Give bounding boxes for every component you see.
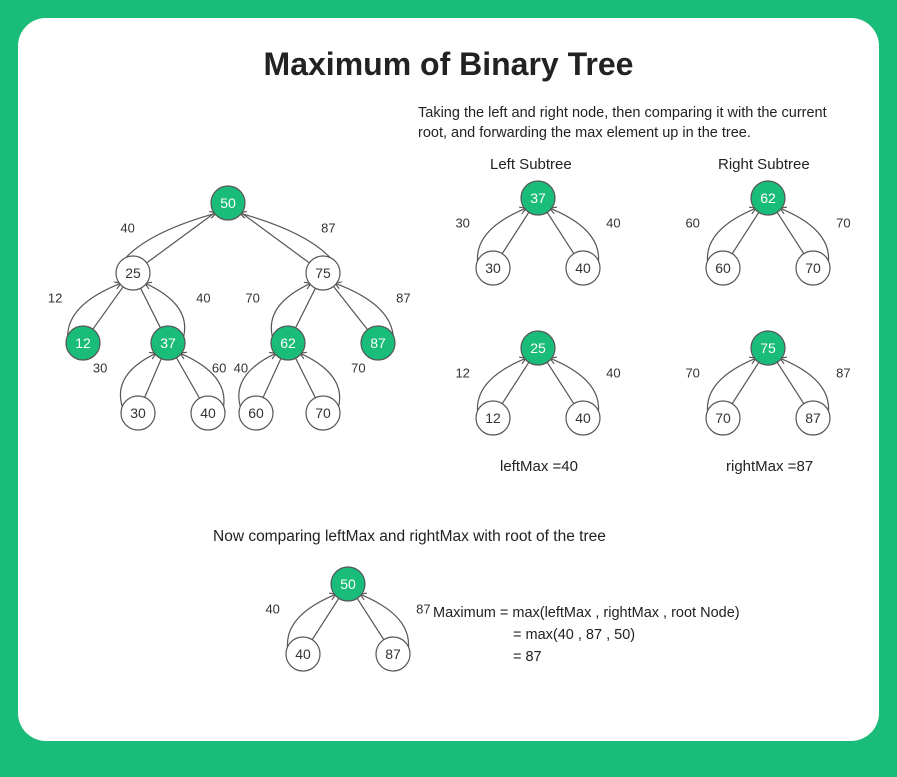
node-label: 37 [160, 335, 176, 351]
node-label: 75 [760, 340, 776, 356]
small-tree-right-sub: 60 70 62 60 70 [688, 178, 848, 298]
node-label: 70 [715, 410, 731, 426]
small-tree-svg: 12 40 25 12 40 [458, 328, 618, 448]
node-label: 40 [200, 405, 216, 421]
tree-edge [296, 288, 316, 328]
small-tree-svg: 30 40 37 30 40 [458, 178, 618, 298]
small-tree-left-sub: 30 40 37 30 40 [458, 178, 618, 298]
small-tree-right-75: 70 87 75 70 87 [688, 328, 848, 448]
tree-edge [263, 358, 281, 397]
arrow-label: 40 [234, 361, 248, 376]
node-label: 62 [760, 190, 776, 206]
small-tree-left-25: 12 40 25 12 40 [458, 328, 618, 448]
arrow-label: 87 [396, 291, 410, 306]
arrow-label: 12 [455, 366, 469, 381]
arrow-label: 60 [212, 361, 226, 376]
max-calculation: Maximum = max(leftMax , rightMax , root … [433, 603, 740, 668]
main-tree: 40 87 12 40 70 87 30 40 60 70 50 25 75 12 37 62 87 30 40 60… [38, 173, 418, 453]
tree-edge [176, 358, 199, 398]
node-label: 70 [315, 405, 331, 421]
tree-edge [141, 288, 161, 328]
arrow-label: 30 [93, 361, 107, 376]
node-label: 87 [385, 646, 401, 662]
page-title: Maximum of Binary Tree [18, 18, 879, 83]
arrow-label: 70 [351, 361, 365, 376]
small-tree-svg: 70 87 75 70 87 [688, 328, 848, 448]
arrow-label: 87 [836, 366, 850, 381]
tree-edge [334, 286, 368, 329]
arrow-label: 87 [416, 602, 430, 617]
arrow-label: 60 [685, 216, 699, 231]
node-label: 60 [715, 260, 731, 276]
node-label: 50 [340, 576, 356, 592]
arrow-label: 40 [265, 602, 279, 617]
small-tree-final-50: 40 87 50 40 87 [268, 564, 428, 684]
small-tree-svg: 40 87 50 40 87 [268, 564, 428, 684]
description-text: Taking the left and right node, then com… [418, 104, 858, 143]
tree-edge [147, 213, 215, 263]
tree-edge [145, 359, 162, 398]
node-label: 25 [530, 340, 546, 356]
rightmax-text: rightMax =87 [726, 458, 813, 475]
tree-edge [93, 287, 123, 329]
arrow-label: 30 [455, 216, 469, 231]
node-label: 62 [280, 335, 296, 351]
arrow-label: 40 [196, 291, 210, 306]
arrow-label: 40 [606, 366, 620, 381]
arrow-label: 40 [606, 216, 620, 231]
max-line-3: = 87 [433, 647, 740, 669]
node-label: 25 [125, 265, 141, 281]
node-label: 12 [75, 335, 91, 351]
tree-edge [242, 213, 310, 263]
arrow-label: 70 [836, 216, 850, 231]
max-line-1: Maximum = max(leftMax , rightMax , root … [433, 603, 740, 625]
node-label: 75 [315, 265, 331, 281]
left-subtree-label: Left Subtree [490, 156, 572, 173]
node-label: 87 [370, 335, 386, 351]
node-label: 50 [220, 195, 236, 211]
arrow-label: 87 [321, 221, 335, 236]
node-label: 70 [805, 260, 821, 276]
tree-edge [296, 358, 316, 398]
node-label: 87 [805, 410, 821, 426]
node-label: 40 [575, 410, 591, 426]
arrow-label: 40 [120, 221, 134, 236]
leftmax-text: leftMax =40 [500, 458, 578, 475]
small-tree-svg: 60 70 62 60 70 [688, 178, 848, 298]
compare-text: Now comparing leftMax and rightMax with … [213, 528, 606, 546]
max-line-2: = max(40 , 87 , 50) [433, 625, 740, 647]
node-label: 12 [485, 410, 501, 426]
node-label: 40 [295, 646, 311, 662]
node-label: 37 [530, 190, 546, 206]
right-subtree-label: Right Subtree [718, 156, 810, 173]
card: Maximum of Binary Tree Taking the left a… [18, 18, 879, 741]
arrow-label: 12 [48, 291, 62, 306]
arrow-label: 70 [685, 366, 699, 381]
arrow-label: 70 [245, 291, 259, 306]
node-label: 30 [130, 405, 146, 421]
node-label: 30 [485, 260, 501, 276]
node-label: 40 [575, 260, 591, 276]
node-label: 60 [248, 405, 264, 421]
